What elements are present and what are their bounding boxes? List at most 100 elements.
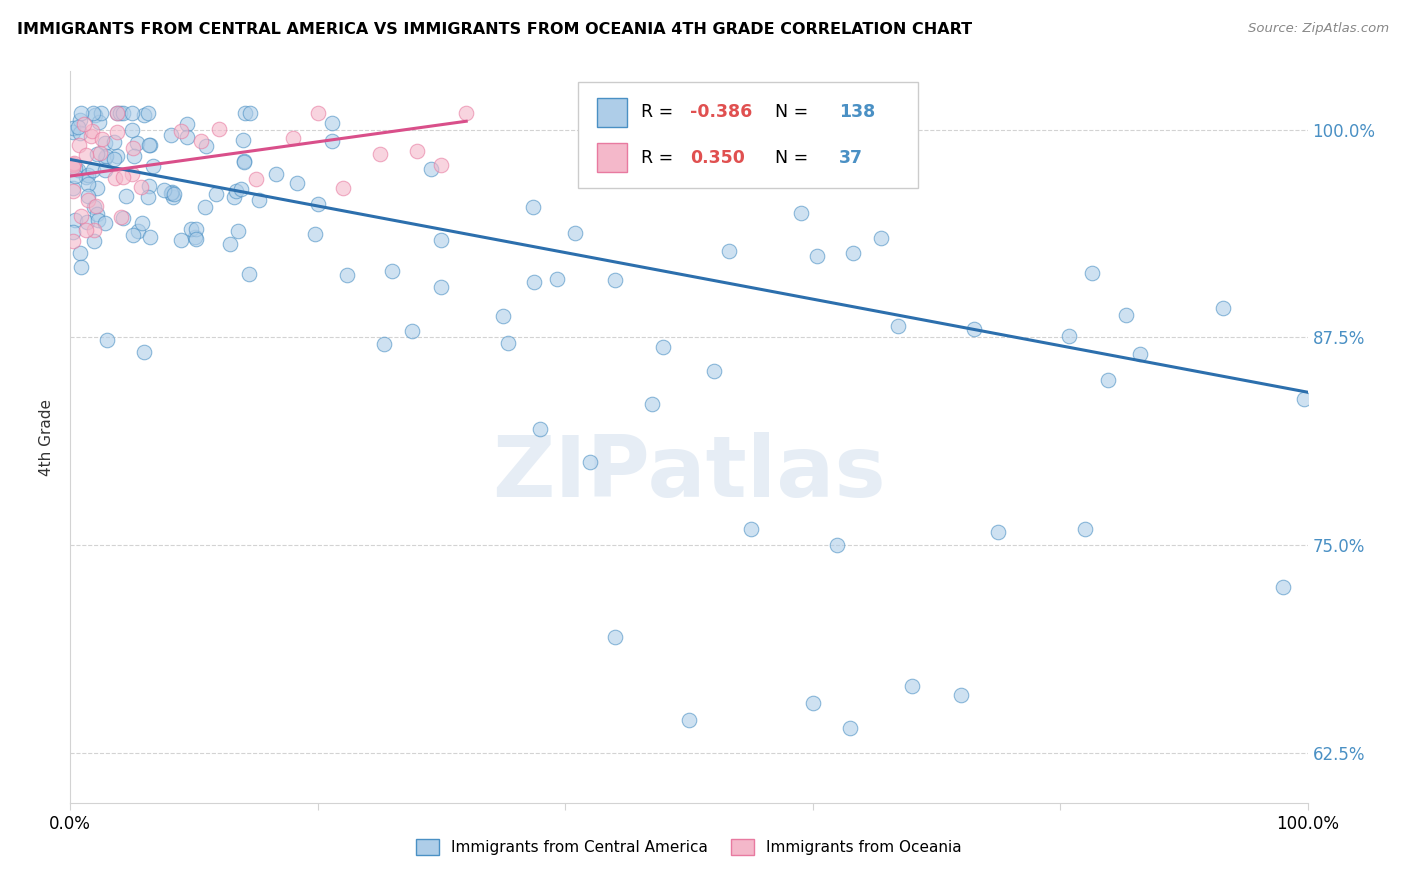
FancyBboxPatch shape xyxy=(598,98,627,127)
Text: 138: 138 xyxy=(838,103,875,121)
Point xyxy=(73,117,96,131)
Point xyxy=(190,134,212,148)
Point xyxy=(62,158,84,172)
Point xyxy=(105,125,128,139)
Point xyxy=(184,221,207,235)
Point xyxy=(368,147,391,161)
Text: N =: N = xyxy=(765,103,814,121)
Point xyxy=(522,200,544,214)
Text: 37: 37 xyxy=(838,149,863,167)
Point xyxy=(456,106,478,120)
Point xyxy=(91,131,114,145)
Point xyxy=(523,275,546,289)
Point xyxy=(245,171,267,186)
Point xyxy=(405,144,427,158)
Point xyxy=(247,194,270,208)
Point xyxy=(84,199,107,213)
Point xyxy=(104,170,127,185)
Point xyxy=(806,248,828,262)
Point xyxy=(264,167,287,181)
Point xyxy=(153,183,176,197)
Point xyxy=(105,106,128,120)
Point xyxy=(67,120,90,135)
Point xyxy=(194,200,217,214)
Point xyxy=(62,234,84,248)
Point xyxy=(492,309,515,323)
Point xyxy=(76,215,98,229)
Point xyxy=(94,136,117,151)
Point xyxy=(111,106,134,120)
Point xyxy=(963,321,986,335)
Point xyxy=(950,688,973,702)
Point xyxy=(62,225,84,239)
Point xyxy=(62,120,84,135)
Point xyxy=(132,345,155,359)
Point xyxy=(336,268,359,282)
Point xyxy=(430,280,453,294)
Point xyxy=(169,124,191,138)
Point xyxy=(603,630,626,644)
Point xyxy=(62,160,84,174)
Point xyxy=(86,146,108,161)
Point xyxy=(89,146,111,161)
Point xyxy=(564,227,586,241)
Point xyxy=(83,200,105,214)
Point xyxy=(717,244,740,258)
Point xyxy=(121,141,143,155)
Point xyxy=(987,524,1010,539)
Point xyxy=(131,216,153,230)
Point xyxy=(65,169,87,183)
Point xyxy=(321,116,343,130)
Point xyxy=(226,224,249,238)
Point xyxy=(232,155,254,169)
Point xyxy=(96,149,118,163)
Point xyxy=(62,181,84,195)
Point xyxy=(225,184,247,198)
Point xyxy=(159,186,181,201)
Point xyxy=(176,117,198,131)
Point xyxy=(93,151,115,165)
Point xyxy=(232,154,254,169)
Point xyxy=(136,106,159,120)
Point xyxy=(496,336,519,351)
Point xyxy=(112,170,135,185)
Point xyxy=(83,234,105,248)
Point xyxy=(69,112,91,127)
Point xyxy=(122,228,145,243)
Point xyxy=(77,189,100,203)
FancyBboxPatch shape xyxy=(578,82,918,188)
Point xyxy=(430,233,453,247)
Point xyxy=(125,136,148,150)
Point xyxy=(105,106,128,120)
Point xyxy=(332,181,354,195)
Text: R =: R = xyxy=(641,103,679,121)
Point xyxy=(139,230,162,244)
Point xyxy=(105,149,128,163)
Point xyxy=(115,189,138,203)
Point xyxy=(307,197,329,211)
Text: Source: ZipAtlas.com: Source: ZipAtlas.com xyxy=(1249,22,1389,36)
Point xyxy=(103,135,125,149)
Point xyxy=(827,538,849,552)
Point xyxy=(69,209,91,223)
Text: 0.350: 0.350 xyxy=(690,149,745,167)
Point xyxy=(176,130,198,145)
Point xyxy=(430,159,453,173)
Point xyxy=(67,137,90,152)
Point xyxy=(87,213,110,227)
Point xyxy=(62,125,84,139)
Point xyxy=(195,139,218,153)
Y-axis label: 4th Grade: 4th Grade xyxy=(39,399,55,475)
Point xyxy=(139,137,162,152)
Point xyxy=(605,273,627,287)
Point xyxy=(75,223,97,237)
Point xyxy=(129,180,152,194)
Point xyxy=(121,168,143,182)
Point xyxy=(381,264,404,278)
Point xyxy=(321,134,343,148)
Point xyxy=(401,324,423,338)
Point xyxy=(231,182,253,196)
Point xyxy=(160,185,183,199)
Point xyxy=(111,211,134,226)
Point xyxy=(1097,373,1119,387)
